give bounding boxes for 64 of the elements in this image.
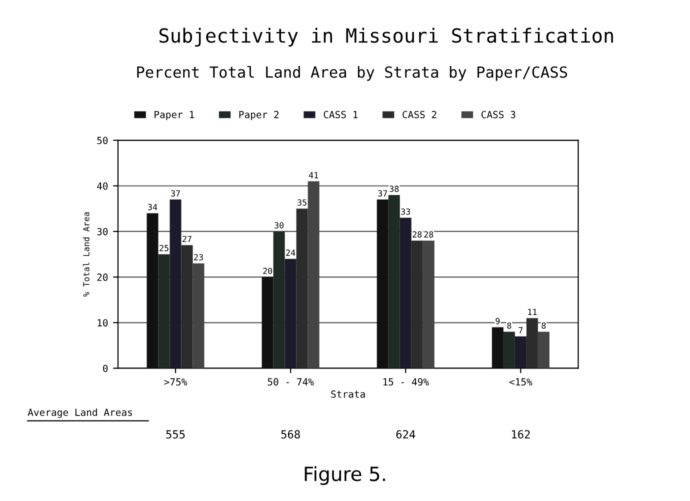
- data-label: 35: [298, 199, 306, 206]
- data-label: 8: [507, 322, 512, 329]
- x-tick-label: >75%: [164, 378, 188, 386]
- x-tick-label: 15 - 49%: [383, 378, 429, 386]
- bar: [146, 213, 158, 368]
- bar: [181, 245, 193, 368]
- y-tick-label: 20: [97, 274, 108, 281]
- bar: [192, 263, 204, 368]
- bar: [400, 218, 412, 368]
- bar: [262, 277, 274, 368]
- data-label: 8: [542, 322, 546, 329]
- bar: [284, 258, 296, 368]
- bar: [538, 332, 550, 368]
- legend-label: Paper 1: [154, 111, 194, 120]
- text: 568: [281, 430, 300, 439]
- data-label: 28: [412, 231, 422, 238]
- data-label: 41: [308, 172, 318, 178]
- legend-label: CASS 1: [324, 110, 358, 118]
- chart-subtitle: Percent Total Land Area by Strata by Paper/CASS: [137, 66, 568, 81]
- data-label: 33: [401, 208, 410, 215]
- bar: [296, 208, 308, 368]
- chart-title: Subjectivity in Missouri Stratification: [159, 28, 613, 47]
- y-tick-label: 10: [98, 319, 108, 326]
- data-label: 9: [496, 318, 500, 324]
- bar: [388, 194, 400, 368]
- bar: [514, 336, 526, 368]
- data-label: 28: [424, 231, 434, 238]
- bar: [170, 200, 182, 368]
- data-label: 7: [518, 327, 523, 334]
- legend-label: Paper 2: [239, 110, 279, 120]
- text: Average Land Areas: [28, 408, 132, 418]
- data-label: 11: [528, 308, 537, 315]
- bar: [411, 240, 423, 368]
- caption: Figure 5.: [304, 466, 385, 486]
- y-tick-label: 0: [103, 364, 108, 372]
- data-label: 24: [286, 250, 296, 256]
- x-axis-title: Strata: [331, 390, 365, 398]
- data-label: 30: [274, 222, 284, 228]
- bar: [503, 332, 515, 368]
- bar: [492, 327, 504, 368]
- text: 624: [396, 430, 416, 439]
- data-label: 23: [194, 254, 203, 260]
- data-label: 37: [378, 190, 388, 197]
- y-tick-label: 50: [97, 136, 108, 144]
- x-tick-label: 50 - 74%: [268, 378, 314, 386]
- y-tick-label: 30: [97, 228, 108, 236]
- text: 162: [512, 430, 530, 439]
- data-label: 20: [263, 268, 272, 274]
- x-tick-label: <15%: [509, 378, 532, 386]
- text: 555: [166, 430, 185, 439]
- data-label: 38: [390, 186, 399, 192]
- bar: [422, 240, 434, 368]
- bar: [376, 200, 388, 368]
- y-axis-title: % Total Land Area: [82, 212, 90, 297]
- bar: [273, 231, 285, 368]
- bar: [308, 181, 320, 368]
- legend-label: CASS 3: [482, 110, 516, 118]
- data-label: 25: [160, 244, 168, 252]
- data-label: 34: [148, 204, 158, 210]
- y-tick-label: 40: [97, 182, 108, 190]
- data-label: 37: [171, 190, 180, 197]
- bar: [158, 254, 170, 368]
- legend-label: CASS 2: [402, 110, 436, 118]
- data-label: 27: [182, 236, 192, 242]
